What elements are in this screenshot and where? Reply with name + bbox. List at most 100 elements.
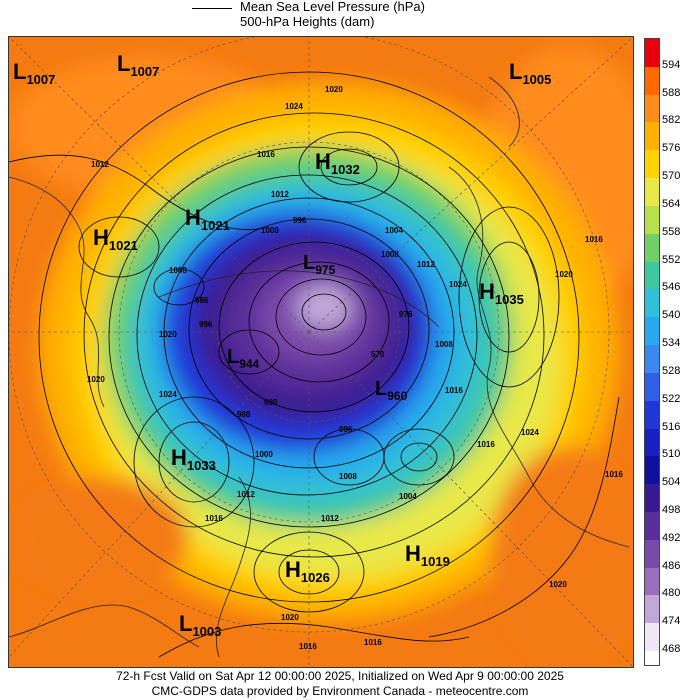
forecast-map: L1007 L1007 L1005 H1032 H1021 H1021 H103…	[8, 36, 634, 668]
isobar	[108, 146, 510, 528]
pressure-system-low: L944	[227, 346, 260, 371]
isobar	[253, 531, 365, 613]
colorbar-segment	[645, 39, 659, 68]
contour-label: 988	[237, 410, 251, 419]
contour-label: 996	[199, 320, 213, 329]
contour-label: 1020	[555, 270, 573, 279]
footer-valid-time: 72-h Fcst Valid on Sat Apr 12 00:00:00 2…	[116, 669, 564, 683]
contour-label: 1000	[261, 226, 279, 235]
pressure-system-high: H1033	[171, 445, 216, 473]
contour-label: 1016	[477, 440, 495, 449]
isobar	[9, 154, 270, 230]
pressure-system-high: H1032	[315, 149, 360, 177]
pressure-systems: L1007 L1007 L1005 H1032 H1021 H1021 H103…	[13, 51, 551, 639]
coastline-east-asia	[215, 476, 251, 658]
colorbar-level-label: 516	[662, 420, 680, 433]
contour-label: 1012	[321, 514, 339, 523]
contour-label: 1020	[87, 375, 105, 384]
contour-label: 1020	[325, 85, 343, 94]
contour-label: 1000	[255, 450, 273, 459]
meridian-line	[9, 331, 310, 658]
colorbar-segment	[645, 623, 659, 652]
pressure-system-low: L1005	[509, 59, 551, 87]
colorbar-level-label: 504	[662, 476, 680, 489]
colorbar-level-label: 588	[662, 86, 680, 99]
colorbar-segment	[645, 94, 659, 123]
colorbar-level-label: 468	[662, 643, 680, 656]
colorbar-level-label: 534	[662, 337, 680, 350]
colorbar-level-label: 498	[662, 503, 680, 516]
contour-label: 976	[399, 310, 413, 319]
contour-label: 1020	[549, 580, 567, 589]
isobar	[188, 218, 430, 440]
isobar	[313, 428, 385, 486]
colorbar-segment	[645, 205, 659, 235]
contour-label: 996	[293, 216, 307, 225]
contour-label: 1016	[364, 638, 382, 647]
contour-label: 1024	[159, 390, 177, 399]
isobar	[153, 268, 205, 306]
isobar	[218, 329, 280, 375]
isobar	[458, 206, 560, 388]
pressure-system-high: H1019	[405, 541, 450, 569]
isobar	[428, 396, 620, 638]
contour-label: 1024	[285, 102, 303, 111]
contour-label: 1020	[159, 330, 177, 339]
colorbar-segment	[645, 511, 659, 541]
isobar	[158, 421, 230, 503]
contour-label: 1008	[339, 472, 357, 481]
contour-label: 1016	[585, 235, 603, 244]
contour-label: 980	[264, 398, 278, 407]
colorbar-segment	[645, 484, 659, 513]
colorbar-segment	[645, 150, 659, 179]
contour-label: 1024	[521, 428, 539, 437]
colorbar-level-label: 486	[662, 559, 680, 572]
colorbar-level-label: 576	[662, 142, 680, 155]
colorbar-segment	[645, 178, 659, 207]
contour-label: 1008	[435, 340, 453, 349]
colorbar-level-label: 570	[662, 170, 680, 183]
contour-label: 1004	[399, 492, 417, 501]
colorbar-segment	[645, 289, 659, 318]
colorbar-segment	[645, 345, 659, 374]
contour-label: 1012	[271, 190, 289, 199]
contour-label: 1016	[605, 470, 623, 479]
colorbar-level-label: 558	[662, 225, 680, 238]
colorbar-level-label: 594	[662, 58, 680, 71]
colorbar-segment	[645, 651, 659, 665]
colorbar-segment	[645, 400, 659, 429]
contour-label: 1016	[299, 642, 317, 651]
isobar	[248, 261, 390, 383]
isobar	[275, 278, 367, 356]
isobars	[9, 71, 620, 658]
colorbar-level-label: 474	[662, 615, 680, 628]
contour-label: 1020	[281, 613, 299, 622]
coastline-southeast-asia	[9, 604, 200, 648]
legend-heights-label: 500-hPa Heights (dam)	[240, 14, 375, 29]
pressure-system-low: L975	[303, 252, 336, 277]
latitude-circle	[118, 141, 500, 523]
pressure-system-low: L960	[375, 378, 408, 403]
colorbar-level-label: 546	[662, 281, 680, 294]
contour-label: 570	[371, 350, 385, 359]
isobar	[278, 549, 340, 595]
graticule	[9, 37, 633, 667]
contour-label: 1016	[257, 150, 275, 159]
contour-label: 1008	[169, 266, 187, 275]
pressure-system-high: H1021	[185, 205, 230, 233]
pressure-system-low: L1007	[117, 51, 159, 79]
contour-label: 1008	[381, 250, 399, 259]
footer-credit: CMC-GDPS data provided by Environment Ca…	[151, 684, 529, 698]
contour-label: 1004	[385, 226, 403, 235]
pressure-system-high: H1021	[93, 225, 138, 253]
colorbar-level-label: 522	[662, 392, 680, 405]
pressure-system-low: L1007	[13, 59, 55, 87]
colorbar-level-label: 492	[662, 531, 680, 544]
coastlines	[9, 76, 630, 658]
meridian-line	[9, 37, 310, 333]
legend: Mean Sea Level Pressure (hPa) 500-hPa He…	[0, 0, 680, 34]
colorbar	[644, 38, 660, 666]
map-canvas: L1007 L1007 L1005 H1032 H1021 H1021 H103…	[9, 37, 633, 667]
colorbar-level-label: 540	[662, 309, 680, 322]
coastline-greenland	[488, 76, 520, 148]
